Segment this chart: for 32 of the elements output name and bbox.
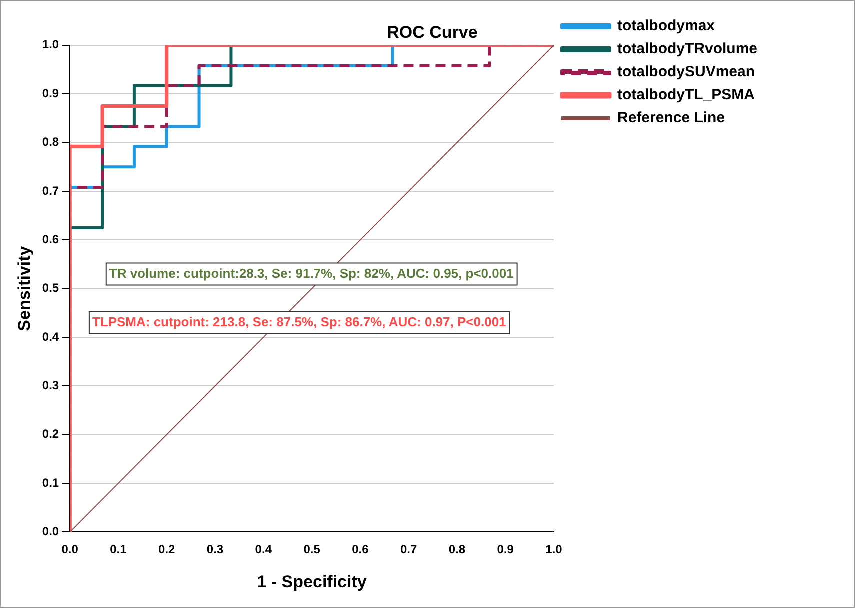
x-tick-label: 0.4 bbox=[255, 542, 272, 557]
legend-label: totalbodyTRvolume bbox=[618, 40, 758, 58]
y-tick-label: 0.1 bbox=[42, 476, 60, 490]
y-tick-label: 0.5 bbox=[42, 281, 60, 296]
x-tick-label: 0.6 bbox=[352, 542, 370, 557]
x-tick-label: 1.0 bbox=[546, 542, 563, 557]
annotation: TR volume: cutpoint:28.3, Se: 91.7%, Sp: 82%, AUC: 0.95, p<0.001 bbox=[109, 266, 514, 281]
x-tick-label: 0.2 bbox=[158, 542, 176, 557]
y-tick-label: 0.9 bbox=[42, 86, 60, 100]
y-tick-label: 0.7 bbox=[42, 184, 60, 198]
y-tick-label: 0.6 bbox=[42, 232, 60, 246]
x-tick-label: 0.5 bbox=[304, 542, 321, 557]
chart-title: ROC Curve bbox=[387, 22, 478, 42]
x-tick-label: 0.9 bbox=[497, 542, 514, 557]
y-tick-label: 0.0 bbox=[42, 524, 60, 539]
x-tick-label: 0.0 bbox=[62, 542, 79, 557]
y-tick-label: 1.0 bbox=[42, 38, 60, 52]
x-tick-label: 0.7 bbox=[400, 542, 418, 557]
y-tick-label: 0.2 bbox=[42, 427, 60, 442]
x-tick-label: 0.8 bbox=[448, 542, 466, 557]
y-tick-label: 0.3 bbox=[42, 378, 60, 392]
legend-label: totalbodySUVmean bbox=[618, 64, 756, 81]
annotation: TLPSMA: cutpoint: 213.8, Se: 87.5%, Sp: 86.7%, AUC: 0.97, P<0.001 bbox=[92, 314, 506, 330]
x-axis-title: 1 - Specificity bbox=[257, 572, 368, 592]
y-axis-title: Sensitivity bbox=[14, 246, 34, 332]
legend-label: Reference Line bbox=[618, 110, 726, 127]
legend-label: totalbodyTL_PSMA bbox=[618, 86, 756, 104]
y-tick-label: 0.8 bbox=[42, 135, 60, 150]
x-tick-label: 0.1 bbox=[110, 542, 128, 557]
y-tick-label: 0.4 bbox=[42, 330, 60, 344]
x-tick-label: 0.3 bbox=[206, 542, 224, 557]
legend-label: totalbodymax bbox=[618, 18, 716, 35]
